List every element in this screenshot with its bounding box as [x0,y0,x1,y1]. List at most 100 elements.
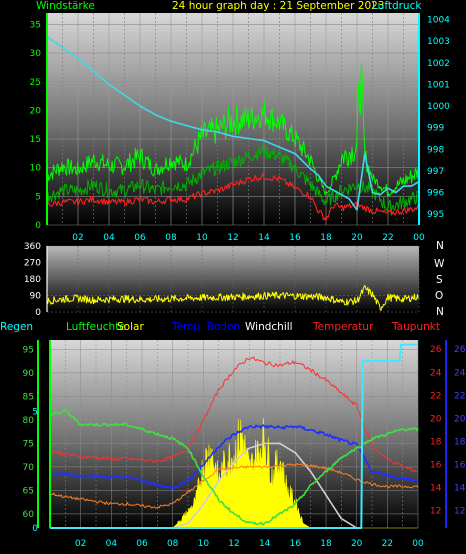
multi-x-tick-label: 02 [75,539,86,549]
wind-y-tick-label: 0 [35,221,41,231]
x-tick-label: 16 [289,233,301,243]
solar-area [50,417,418,529]
legend-soil-temp: Temp. Boden [171,321,240,333]
humidity-y-tick-label: 90 [23,369,35,379]
compass-w: W [434,258,445,270]
x-tick-label: 22 [382,233,393,243]
humidity-y-tick-label: 75 [23,439,34,449]
dir-y-tick-label: 180 [24,275,41,285]
x-tick-label: 08 [165,233,177,243]
legend-dewpoint: Taupunkt [391,321,440,333]
dir-y-tick-label: 360 [24,242,41,252]
windchill-series [172,442,358,529]
dir-y-tick-label: 90 [30,292,42,302]
x-tick-label: 20 [351,233,363,243]
pressure-y-tick-label: 1002 [427,59,450,69]
soil-y-tick-label: 22 [454,391,465,401]
wind-gust-series [46,63,420,197]
dir-y-tick-label: 0 [35,308,41,318]
soil-y-tick-label: 14 [454,484,466,494]
wind-y-tick-label: 20 [30,106,42,116]
soil-temp-series [49,424,419,490]
wind-y-tick-label: 15 [30,135,41,145]
temp-y-tick-label: 16 [430,461,442,471]
dir-y-tick-label: 270 [24,259,41,269]
legend-humidity: Luftfeuchte [66,321,126,333]
soil-y-tick-label: 24 [454,368,466,378]
wind-mean-series [46,143,420,215]
multi-x-tick-label: 12 [228,539,239,549]
compass-s: S [436,274,443,286]
multi-x-tick-label: 20 [351,539,363,549]
pressure-y-tick-label: 995 [427,210,444,220]
x-tick-label: 12 [227,233,238,243]
wind-label: Windstärke [36,0,95,12]
legend-windchill: Windchill [245,321,293,333]
temp-y-tick-label: 14 [430,484,442,494]
pressure-y-tick-label: 998 [427,145,444,155]
multi-x-tick-label: 16 [290,539,302,549]
x-tick-label: 14 [258,233,270,243]
wind-y-tick-label: 30 [30,49,42,59]
legend-solar: Solar [117,321,144,333]
pressure-label: Luftdruck [372,0,422,12]
wind-direction-series [46,284,419,311]
soil-y-tick-label: 20 [454,414,466,424]
multi-x-tick-label: 22 [382,539,393,549]
multi-x-tick-label: 18 [320,539,332,549]
dewpoint-series [49,463,419,509]
temp-y-tick-label: 20 [430,414,442,424]
multi-x-tick-label: 00 [412,539,424,549]
pressure-y-tick-label: 999 [427,124,444,134]
humidity-y-tick-label: 80 [23,416,35,426]
rain-y-tick-label: 5 [32,407,38,417]
wind-y-tick-label: 5 [35,192,41,202]
temp-y-tick-label: 26 [430,345,442,355]
humidity-y-tick-label: 60 [23,510,35,520]
pressure-y-tick-label: 1000 [427,102,450,112]
compass-o: O [435,290,443,302]
wind-y-tick-label: 35 [30,20,41,30]
compass-n-bottom: N [436,306,444,318]
legend-rain: Regen [0,321,33,333]
x-tick-label: 00 [413,233,425,243]
temp-y-tick-label: 18 [430,437,442,447]
temp-y-tick-label: 22 [430,391,441,401]
x-tick-label: 06 [134,233,146,243]
humidity-y-tick-label: 70 [23,463,35,473]
soil-y-tick-label: 26 [454,345,466,355]
temp-y-tick-label: 12 [430,507,441,517]
wind-y-tick-label: 25 [30,78,41,88]
rain-y-tick-label: 0 [32,524,38,534]
legend-temperature: Temperatur [312,321,374,333]
pressure-series [46,36,420,211]
multi-x-tick-label: 10 [198,539,210,549]
pressure-y-tick-label: 997 [427,167,444,177]
multi-x-tick-label: 06 [136,539,148,549]
x-tick-label: 02 [72,233,83,243]
rain-series [50,343,418,529]
wind-y-tick-label: 10 [30,164,42,174]
temperature-series [49,356,418,473]
pressure-y-tick-label: 1004 [427,15,450,25]
humidity-y-tick-label: 65 [23,486,34,496]
humidity-y-tick-label: 85 [23,392,34,402]
multi-x-tick-label: 08 [167,539,179,549]
soil-y-tick-label: 12 [454,507,465,517]
multi-x-tick-label: 14 [259,539,271,549]
humidity-series [49,408,419,526]
humidity-y-tick-label: 95 [23,345,34,355]
x-tick-label: 10 [196,233,208,243]
graph-title: 24 hour graph day : 21 September 2023 [172,0,384,12]
pressure-y-tick-label: 1001 [427,80,450,90]
multi-x-tick-label: 04 [106,539,118,549]
x-tick-label: 04 [103,233,115,243]
pressure-y-tick-label: 1003 [427,37,450,47]
x-tick-label: 18 [320,233,332,243]
soil-y-tick-label: 18 [454,437,466,447]
temp-y-tick-label: 24 [430,368,442,378]
pressure-y-tick-label: 996 [427,189,444,199]
compass-n-top: N [436,240,444,252]
soil-y-tick-label: 16 [454,461,466,471]
